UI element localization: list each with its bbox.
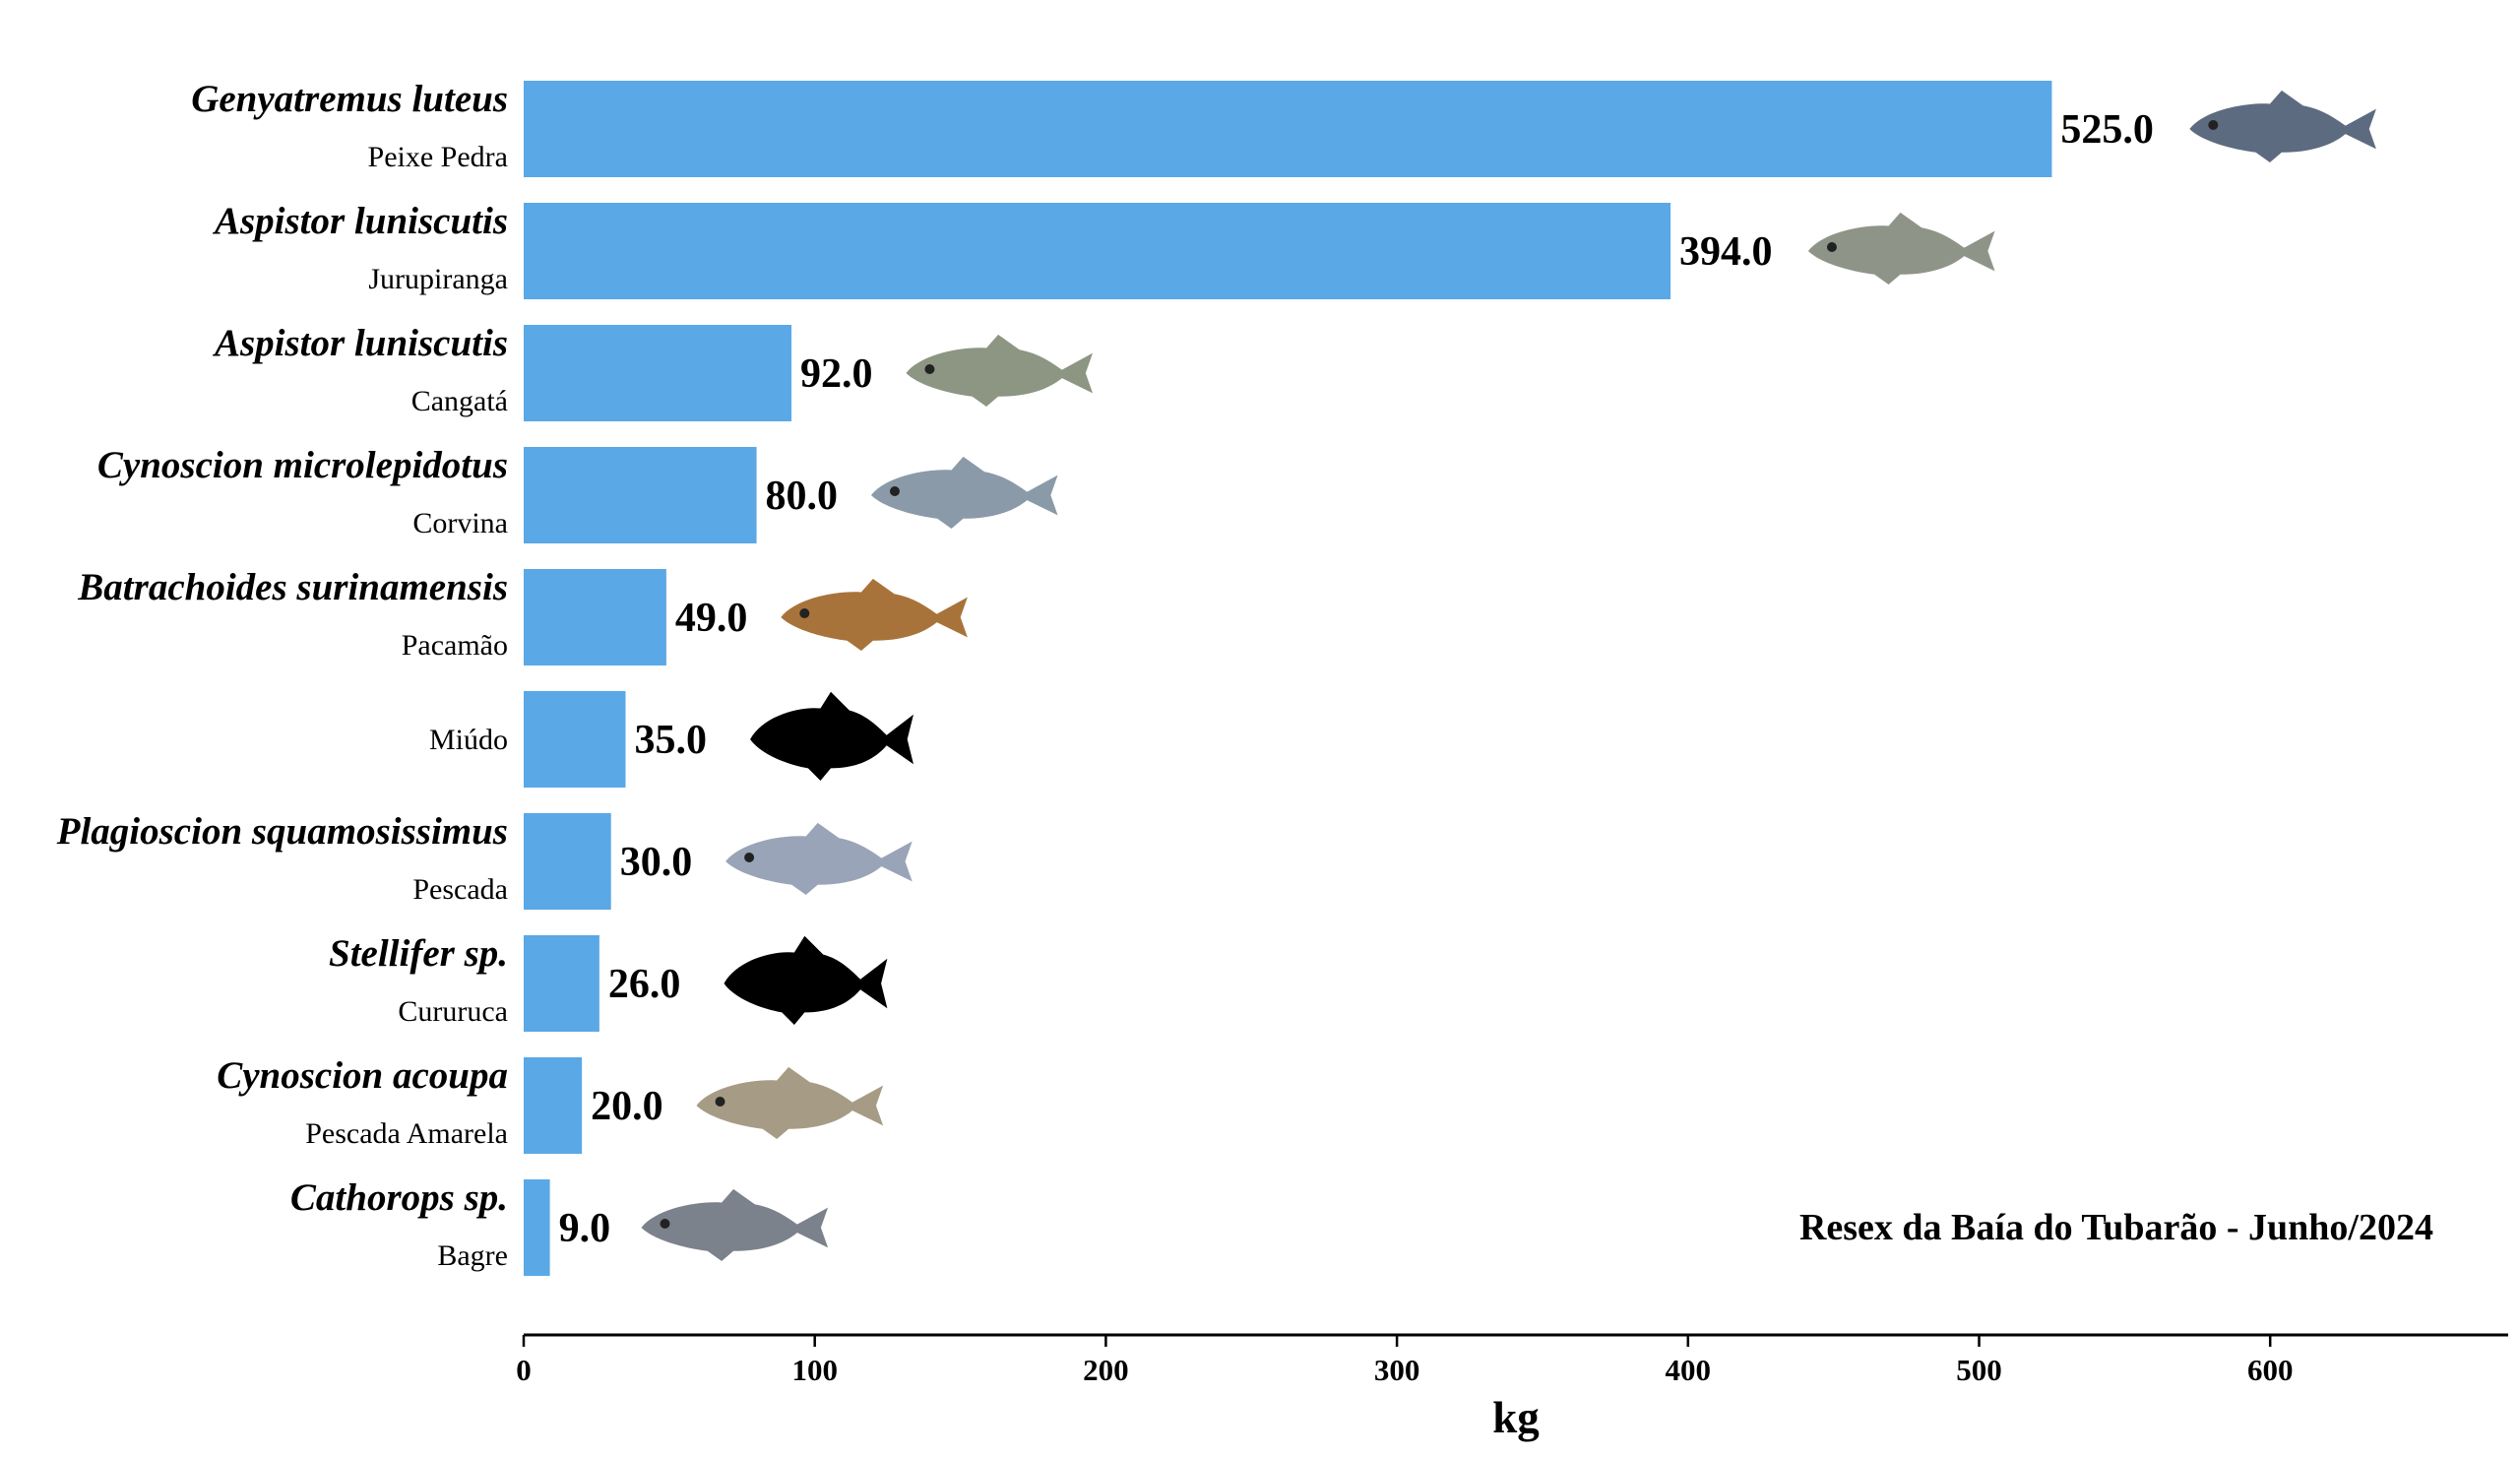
fish-eye-icon xyxy=(744,853,755,862)
scientific-name-label: Plagioscion squamosissimus xyxy=(56,810,508,853)
fish-eye-icon xyxy=(799,608,810,618)
common-name-label: Miúdo xyxy=(429,724,508,756)
fish-photo-pescada-icon xyxy=(725,822,913,895)
common-name-label: Pacamão xyxy=(402,629,508,662)
scientific-name-label: Aspistor luniscutis xyxy=(212,200,508,242)
x-tick-label: 300 xyxy=(1374,1353,1420,1387)
fish-eye-icon xyxy=(1826,242,1837,252)
value-label: 26.0 xyxy=(608,962,681,1007)
bar xyxy=(524,447,757,543)
fish-silhouette-icon xyxy=(724,935,888,1025)
fish-eye-icon xyxy=(2208,120,2219,130)
value-label: 525.0 xyxy=(2060,107,2154,153)
common-name-label: Cangatá xyxy=(411,385,508,417)
scientific-name-label: Aspistor luniscutis xyxy=(212,322,508,364)
bar xyxy=(524,325,792,421)
category-labels: Genyatremus luteus Peixe Pedra Aspistor lu… xyxy=(56,78,508,1272)
bar xyxy=(524,81,2052,177)
fish-silhouette-icon xyxy=(750,691,914,781)
bars-layer xyxy=(524,81,2052,1276)
fish-photo-jurupiranga-icon xyxy=(1807,212,1995,285)
bar xyxy=(524,691,626,788)
chart-annotation: Resex da Baía do Tubarão - Junho/2024 xyxy=(1799,1207,2433,1248)
value-label: 49.0 xyxy=(675,596,748,641)
fish-eye-icon xyxy=(660,1219,670,1229)
fish-eye-icon xyxy=(889,486,900,496)
x-tick-label: 200 xyxy=(1083,1353,1129,1387)
fish-photo-pacamao-icon xyxy=(781,578,968,651)
fish-photo-peixe-pedra-icon xyxy=(2189,90,2376,162)
x-tick-label: 0 xyxy=(516,1353,532,1387)
value-label: 92.0 xyxy=(800,351,873,397)
fish-eye-icon xyxy=(739,975,750,984)
x-tick-label: 100 xyxy=(791,1353,838,1387)
fish-photo-corvina-icon xyxy=(870,456,1058,529)
fish-photo-bagre-icon xyxy=(641,1188,829,1261)
value-label: 30.0 xyxy=(620,840,693,885)
value-label: 80.0 xyxy=(766,474,839,519)
bar xyxy=(524,1057,583,1154)
common-name-label: Pescada xyxy=(412,873,508,906)
common-name-label: Cururuca xyxy=(398,995,508,1028)
scientific-name-label: Batrachoides surinamensis xyxy=(77,566,508,608)
x-axis-label: kg xyxy=(1492,1393,1540,1442)
bar xyxy=(524,1179,550,1276)
fish-photo-cangata-icon xyxy=(906,334,1094,407)
scientific-name-label: Cynoscion acoupa xyxy=(217,1054,508,1097)
fish-eye-icon xyxy=(766,730,777,740)
value-label: 20.0 xyxy=(591,1084,663,1129)
value-labels: 525.0 394.0 92.0 80.0 49.0 35.0 30.0 26.0 20.0 9.… xyxy=(559,107,2154,1251)
bar xyxy=(524,203,1671,299)
fish-photo-pescada-amarela-icon xyxy=(696,1066,884,1139)
x-axis: 0 100 200 300 400 500 600 xyxy=(516,1333,2508,1387)
x-tick-label: 500 xyxy=(1956,1353,2002,1387)
x-tick-label: 400 xyxy=(1666,1353,1712,1387)
scientific-name-label: Cynoscion microlepidotus xyxy=(97,444,508,486)
fish-eye-icon xyxy=(715,1097,725,1107)
bar xyxy=(524,935,599,1032)
scientific-name-label: Stellifer sp. xyxy=(329,932,508,975)
common-name-label: Corvina xyxy=(412,507,508,539)
x-tick-label: 600 xyxy=(2247,1353,2294,1387)
common-name-label: Bagre xyxy=(437,1239,508,1272)
bar xyxy=(524,813,611,910)
common-name-label: Jurupiranga xyxy=(368,263,508,295)
scientific-name-label: Cathorops sp. xyxy=(290,1176,508,1219)
fish-icons xyxy=(641,90,2376,1261)
value-label: 394.0 xyxy=(1679,229,1773,275)
bar xyxy=(524,569,666,665)
value-label: 35.0 xyxy=(634,718,707,763)
common-name-label: Pescada Amarela xyxy=(305,1117,508,1150)
common-name-label: Peixe Pedra xyxy=(368,141,508,173)
fish-eye-icon xyxy=(924,364,935,374)
scientific-name-label: Genyatremus luteus xyxy=(191,78,508,120)
value-label: 9.0 xyxy=(559,1206,611,1251)
